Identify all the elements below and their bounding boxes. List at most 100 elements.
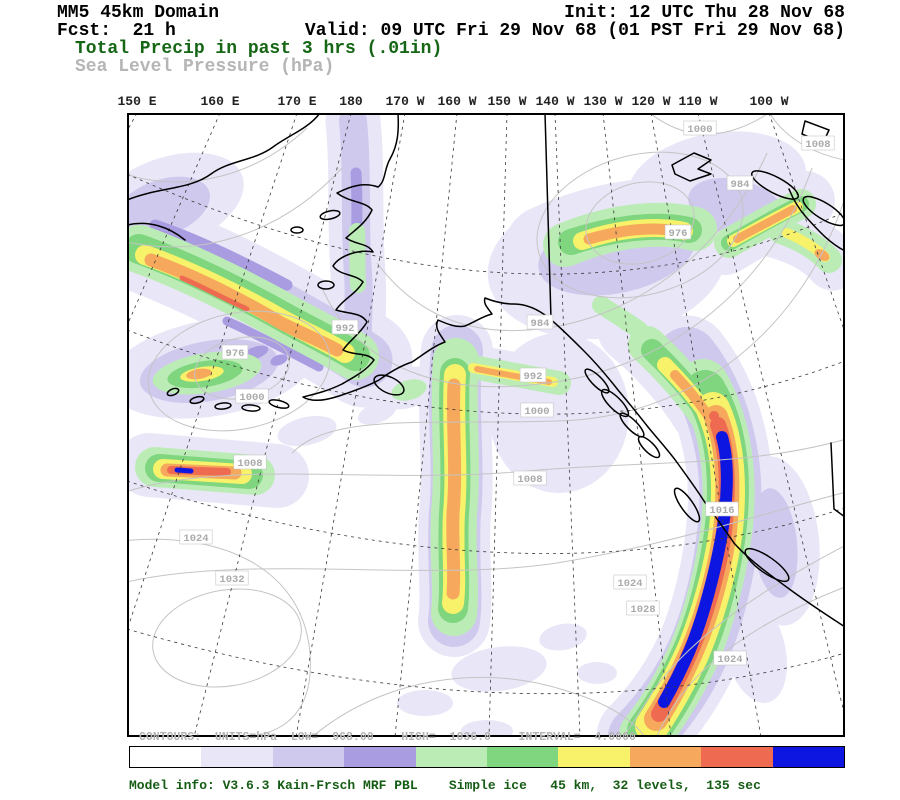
precip-patch [577,662,617,684]
precip-patch [186,368,212,380]
island-panhandle [637,435,661,459]
contour-label [520,402,554,418]
field-primary-label: Total Precip in past 3 hrs (.01in) [75,39,443,59]
pressure-contour [127,491,845,583]
contour-label: 992 [336,323,355,335]
meridian-line [488,113,508,737]
colorbar-segment [558,747,630,767]
contour-label: 1008 [805,139,830,151]
contour-label [331,319,359,335]
colorbar-segment [772,747,845,767]
meridian-line [697,113,845,719]
precip-band [592,296,648,339]
contour-label [233,454,267,470]
meridian-line [554,113,581,737]
border-alaska-yukon [544,113,552,320]
parallel-line [127,173,845,275]
pressure-contour [585,181,695,265]
contour-label: 984 [531,318,550,330]
lon-label: 120 W [631,94,671,109]
island-haida-gwaii [673,487,701,523]
contour-label [626,600,660,616]
island-panhandle [584,368,610,394]
map-frame [127,113,845,737]
lon-label: 140 W [535,94,575,109]
meridian-line [127,113,221,327]
model-info-line: Model info: V3.6.3 Kain-Frsch MRF PBL Si… [129,778,761,793]
plot-title: MM5 45km Domain [57,3,220,23]
pressure-contour [147,310,331,432]
contour-label: 992 [524,371,543,383]
pressure-contour [291,197,845,454]
contour-label: 1024 [717,654,742,666]
contour-label: 1000 [524,406,549,418]
precip-patch [539,623,587,651]
island [319,209,341,221]
contour-label [801,135,835,151]
parallel-line [127,628,845,695]
precip-band [658,431,733,708]
contour-label [215,570,249,586]
pressure-contour [376,152,768,332]
border-interior [830,442,845,518]
lon-label: 160 E [200,94,240,109]
precip-band [174,467,194,474]
island-aleutian [166,387,180,397]
colorbar-segment [344,747,416,767]
contour-label: 976 [226,348,245,360]
precip-colorbar [129,746,845,768]
contour-label [235,388,269,404]
contour-label [221,344,249,360]
island [317,280,335,290]
lon-label: 100 W [749,94,789,109]
island-arctic [750,170,800,200]
coastline-layer [127,113,845,628]
forecast-map: 1000 1008 984 976 984 992 976 1000 992 1000 1008 10… [127,113,845,737]
contour-label [519,367,547,383]
precip-band [733,205,797,243]
contour-label: 976 [669,228,688,240]
contour-label [526,314,554,330]
contour-label: 1000 [687,124,712,136]
valid-time: Valid: 09 UTC Fri 29 Nov 68 (01 PST Fri … [304,21,845,41]
colorbar-segment [629,747,702,767]
pressure-contour [321,167,813,388]
map-canvas: 1000 1008 984 976 984 992 976 1000 992 1000 1008 10… [127,113,845,737]
precip-band [222,316,324,372]
lon-label: 150 E [117,94,157,109]
lon-label: 180 [339,94,363,109]
contour-label [513,470,547,486]
parallel-line [127,480,845,554]
colorbar-segment [415,747,488,767]
parallel-line [127,329,845,415]
contour-label [613,574,647,590]
pressure-contour [127,127,308,183]
graticule-layer [127,113,845,737]
precip-band [179,275,250,312]
island-aleutian [189,395,205,405]
contour-label: 1008 [237,458,262,470]
coastline-siberia [127,113,321,201]
colorbar-segment [130,747,202,767]
pressure-contour [536,151,744,299]
precip-patch [270,354,288,366]
pressure-contour [621,545,845,737]
colorbar-segment [487,747,559,767]
precip-patch [709,411,719,421]
precip-shading-layer [127,113,845,737]
precip-patch [814,249,830,261]
coastline-alaska [302,113,649,428]
colorbar-segment [201,747,273,767]
coastline-siberia [127,222,186,241]
pressure-contour [152,588,302,688]
contour-label: 1024 [183,533,208,545]
island-arctic [671,152,712,182]
island-kodiak [373,374,405,396]
contour-label: 1008 [517,474,542,486]
init-time: Init: 12 UTC Thu 28 Nov 68 [564,3,845,23]
island-vancouver [744,547,790,583]
coastline-mackenzie [788,188,845,252]
lon-label: 150 W [487,94,527,109]
lon-label: 160 W [437,94,477,109]
island [290,226,304,234]
